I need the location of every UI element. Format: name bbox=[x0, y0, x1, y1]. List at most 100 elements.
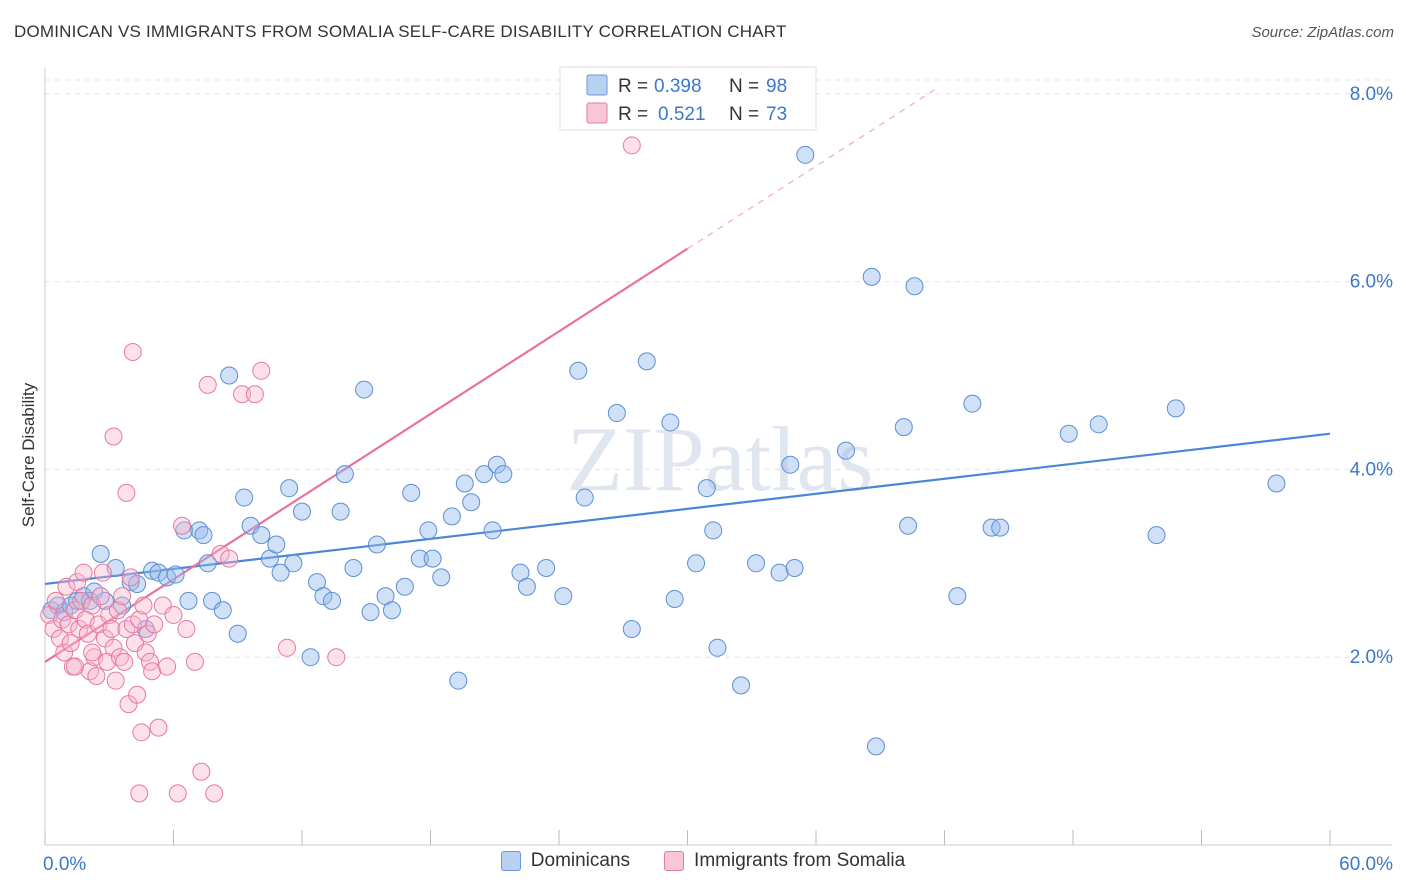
point-dominicans bbox=[166, 565, 185, 584]
point-dominicans bbox=[704, 521, 723, 540]
point-somalia bbox=[327, 648, 346, 667]
point-dominicans bbox=[1089, 415, 1108, 434]
point-dominicans bbox=[284, 554, 303, 573]
point-somalia bbox=[164, 605, 183, 624]
point-dominicans bbox=[607, 404, 626, 423]
point-dominicans bbox=[569, 361, 588, 380]
point-dominicans bbox=[235, 488, 254, 507]
point-somalia bbox=[93, 563, 112, 582]
point-dominicans bbox=[382, 601, 401, 620]
point-somalia bbox=[143, 662, 162, 681]
legend-swatch-dominicans bbox=[586, 74, 608, 96]
point-dominicans bbox=[1267, 474, 1286, 493]
point-dominicans bbox=[708, 638, 727, 657]
point-somalia bbox=[104, 638, 123, 657]
tick-labels: 2.0% 4.0% 6.0% 8.0% 0.0% 60.0% bbox=[43, 84, 1393, 875]
point-dominicans bbox=[494, 465, 513, 484]
point-dominicans bbox=[732, 676, 751, 695]
point-somalia bbox=[121, 568, 140, 587]
point-dominicans bbox=[322, 591, 341, 610]
point-dominicans bbox=[410, 549, 429, 568]
point-dominicans bbox=[462, 493, 481, 512]
legend-n-label: N = bbox=[729, 104, 759, 125]
point-somalia bbox=[130, 784, 149, 803]
point-somalia bbox=[53, 610, 72, 629]
point-dominicans bbox=[361, 603, 380, 622]
point-somalia bbox=[128, 685, 147, 704]
point-dominicans bbox=[661, 413, 680, 432]
point-dominicans bbox=[367, 535, 386, 554]
point-dominicans bbox=[455, 474, 474, 493]
point-somalia bbox=[61, 634, 80, 653]
stats-legend: R = 0.398 N = 98 R = 0.521 N = 73 bbox=[559, 66, 817, 131]
point-somalia bbox=[173, 516, 192, 535]
point-dominicans bbox=[1166, 399, 1185, 418]
point-dominicans bbox=[213, 601, 232, 620]
point-dominicans bbox=[423, 549, 442, 568]
point-dominicans bbox=[1059, 424, 1078, 443]
point-somalia bbox=[70, 620, 89, 639]
point-somalia bbox=[100, 605, 119, 624]
point-dominicans bbox=[665, 589, 684, 608]
point-somalia bbox=[149, 718, 168, 737]
point-dominicans bbox=[747, 554, 766, 573]
point-somalia bbox=[134, 596, 153, 615]
point-dominicans bbox=[697, 479, 716, 498]
point-somalia bbox=[91, 587, 110, 606]
point-dominicans bbox=[442, 507, 461, 526]
point-somalia bbox=[138, 624, 157, 643]
point-somalia bbox=[117, 620, 136, 639]
point-dominicans bbox=[862, 267, 881, 286]
y-axis-label: Self-Care Disability bbox=[19, 382, 38, 527]
point-dominicans bbox=[905, 277, 924, 296]
point-dominicans bbox=[228, 624, 247, 643]
point-dominicans bbox=[475, 465, 494, 484]
trend-line-dominicans bbox=[44, 432, 1331, 586]
point-dominicans bbox=[894, 418, 913, 437]
point-dominicans bbox=[194, 526, 213, 545]
point-somalia bbox=[57, 577, 76, 596]
point-dominicans bbox=[991, 518, 1010, 537]
point-somalia bbox=[123, 615, 142, 634]
y-tick-label: 4.0% bbox=[1350, 459, 1393, 480]
grid-lines bbox=[45, 79, 1392, 658]
point-dominicans bbox=[175, 521, 194, 540]
point-somalia bbox=[46, 591, 65, 610]
x-tick-label: 60.0% bbox=[1339, 854, 1393, 875]
point-dominicans bbox=[770, 563, 789, 582]
watermark: ZIPatlas bbox=[567, 408, 874, 510]
legend-r-value: 0.521 bbox=[658, 104, 706, 125]
point-dominicans bbox=[537, 558, 556, 577]
point-somalia bbox=[622, 136, 641, 155]
point-somalia bbox=[205, 784, 224, 803]
legend-swatch-somalia bbox=[664, 851, 685, 871]
legend-swatch-dominicans bbox=[500, 851, 521, 871]
point-somalia bbox=[102, 620, 121, 639]
point-somalia bbox=[136, 643, 155, 662]
point-dominicans bbox=[487, 455, 506, 474]
point-dominicans bbox=[1147, 526, 1166, 545]
point-dominicans bbox=[267, 535, 286, 554]
point-dominicans bbox=[836, 441, 855, 460]
point-somalia bbox=[106, 671, 125, 690]
legend-n-value: 73 bbox=[766, 104, 787, 125]
point-dominicans bbox=[128, 574, 147, 593]
chart-title: DOMINICAN VS IMMIGRANTS FROM SOMALIA SEL… bbox=[14, 22, 787, 41]
point-dominicans bbox=[575, 488, 594, 507]
point-dominicans bbox=[395, 577, 414, 596]
point-dominicans bbox=[866, 737, 885, 756]
data-points bbox=[40, 136, 1286, 803]
legend-label-dominicans: Dominicans bbox=[530, 850, 631, 871]
y-tick-label: 2.0% bbox=[1350, 647, 1393, 668]
point-dominicans bbox=[271, 563, 290, 582]
point-somalia bbox=[74, 563, 93, 582]
point-dominicans bbox=[781, 455, 800, 474]
y-tick-label: 6.0% bbox=[1350, 272, 1393, 293]
legend-n-label: N = bbox=[729, 76, 759, 97]
point-dominicans bbox=[449, 671, 468, 690]
point-somalia bbox=[117, 483, 136, 502]
point-dominicans bbox=[121, 573, 140, 592]
trend-lines bbox=[44, 88, 1331, 663]
source-label: Source: ZipAtlas.com bbox=[1251, 24, 1394, 41]
